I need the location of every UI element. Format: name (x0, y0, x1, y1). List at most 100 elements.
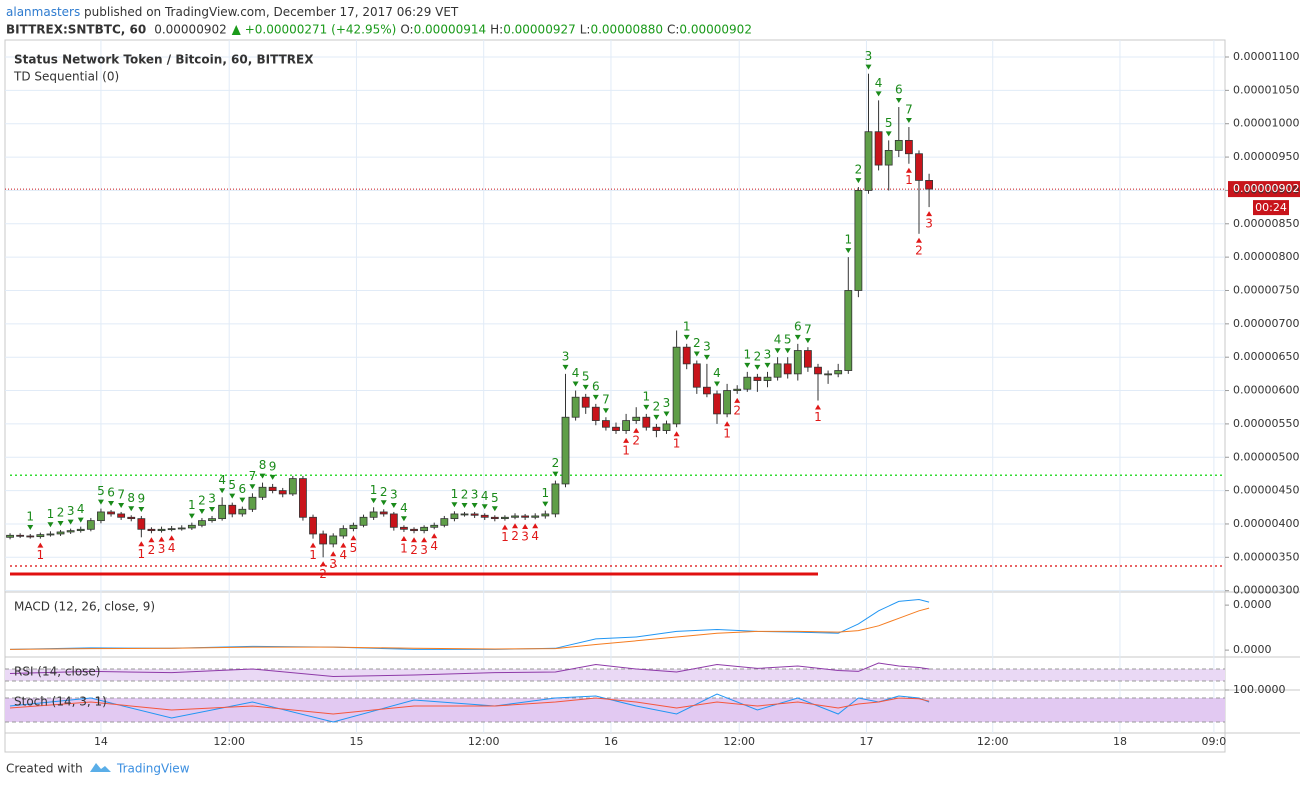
td-buy-arrow (431, 533, 438, 539)
author[interactable]: alanmasters (6, 5, 80, 19)
pane-title: RSI (14, close) (14, 665, 100, 679)
td-buy-arrow (926, 211, 933, 217)
td-sell-arrow (562, 364, 569, 370)
candle-body (551, 483, 560, 515)
td-buy-count: 4 (531, 529, 539, 543)
td-sell-arrow (784, 348, 791, 354)
candle-body (541, 513, 550, 517)
td-sell-arrow (764, 362, 771, 368)
brand[interactable]: TradingView (116, 762, 190, 776)
td-buy-count: 5 (350, 541, 358, 555)
td-buy-arrow (158, 536, 165, 542)
candle-body (602, 420, 610, 428)
candle-body (763, 376, 772, 381)
td-buy-count: 1 (905, 173, 913, 187)
td-sell-count: 1 (26, 509, 34, 523)
td-sell-arrow (744, 362, 751, 368)
td-sell-arrow (491, 506, 498, 512)
td-sell-count: 7 (117, 487, 125, 501)
td-buy-arrow (400, 535, 407, 541)
td-sell-count: 2 (461, 487, 469, 501)
publish-line: alanmasters published on TradingView.com… (6, 5, 459, 19)
logo (90, 763, 111, 772)
candle-body (46, 533, 55, 536)
candle-body (147, 528, 156, 532)
td-sell-arrow (77, 517, 84, 523)
y-tick-label: 0.00000450 (1233, 484, 1299, 497)
candle-body (894, 139, 903, 151)
y-tick-label: 0.00000750 (1233, 283, 1299, 296)
candle-body (652, 426, 661, 431)
td-sell-count: 6 (895, 83, 903, 97)
candle-body (238, 508, 247, 515)
td-sell-arrow (481, 504, 488, 510)
td-sell-count: 5 (784, 333, 792, 347)
td-sell-arrow (451, 502, 458, 508)
candle-body (258, 486, 267, 498)
candle-body (299, 478, 307, 518)
td-sell-arrow (865, 64, 872, 70)
td-sell-count: 2 (57, 505, 65, 519)
td-sell-count: 1 (451, 487, 459, 501)
td-sell-arrow (875, 91, 882, 97)
indicator-line (9, 598, 930, 650)
td-sell-count: 5 (885, 116, 893, 130)
td-sell-arrow (754, 364, 761, 370)
ohlc-value: 0.00000880 (590, 23, 663, 37)
candle-body (430, 524, 439, 528)
td-buy-count: 1 (138, 547, 146, 561)
td-sell-count: 5 (491, 491, 499, 505)
td-sell-arrow (128, 506, 135, 512)
x-tick-label: 12:00 (723, 735, 755, 748)
td-sell-arrow (905, 118, 912, 124)
td-sell-count: 1 (370, 483, 378, 497)
candle-body (773, 363, 782, 378)
td-buy-arrow (421, 537, 428, 543)
candle-body (692, 363, 701, 388)
td-sell-arrow (653, 414, 660, 420)
td-buy-count: 3 (420, 543, 428, 557)
td-sell-arrow (57, 520, 64, 526)
td-sell-count: 3 (471, 487, 479, 501)
td-sell-arrow (370, 498, 377, 504)
candle-body (753, 376, 762, 381)
y-tick-label: 0.00000800 (1233, 250, 1299, 263)
candle-body (824, 373, 832, 376)
candle-body (803, 350, 812, 368)
symbol: BITTREX:SNTBTC, 60 (6, 23, 146, 37)
candle-body (66, 530, 75, 533)
td-sell-arrow (693, 351, 700, 357)
indicator-line (9, 662, 930, 678)
td-sell-arrow (542, 501, 549, 507)
td-sell-count: 1 (47, 507, 55, 521)
candle-body (662, 423, 671, 431)
ohlc-value: 0.00000914 (414, 23, 487, 37)
candle-body (137, 518, 146, 530)
candle-body (834, 370, 843, 375)
candle-body (450, 513, 459, 520)
chart-title: Status Network Token / Bitcoin, 60, BITT… (14, 53, 314, 67)
candle-body (389, 513, 398, 528)
td-buy-count: 1 (723, 427, 731, 441)
candle-body (329, 535, 338, 545)
x-tick-label: 15 (349, 735, 363, 748)
candle-body (490, 516, 499, 520)
candle-body (672, 346, 681, 425)
candle-body (501, 516, 509, 520)
td-sell-count: 6 (592, 379, 600, 393)
td-sell-arrow (714, 381, 721, 387)
x-tick-label: 18 (1113, 735, 1127, 748)
td-buy-arrow (814, 404, 821, 410)
created-with: Created with (6, 762, 83, 776)
candle-body (521, 515, 530, 518)
td-buy-arrow (623, 437, 630, 443)
td-sell-arrow (855, 178, 862, 184)
grid (5, 40, 1300, 752)
indicator-line (9, 697, 930, 715)
td-sell-arrow (885, 131, 892, 137)
y-tick-label: 0.00001000 (1233, 117, 1299, 130)
y-tick-label: 0.0000 (1233, 598, 1272, 611)
candle-body (470, 513, 479, 516)
td-buy-arrow (633, 427, 640, 433)
